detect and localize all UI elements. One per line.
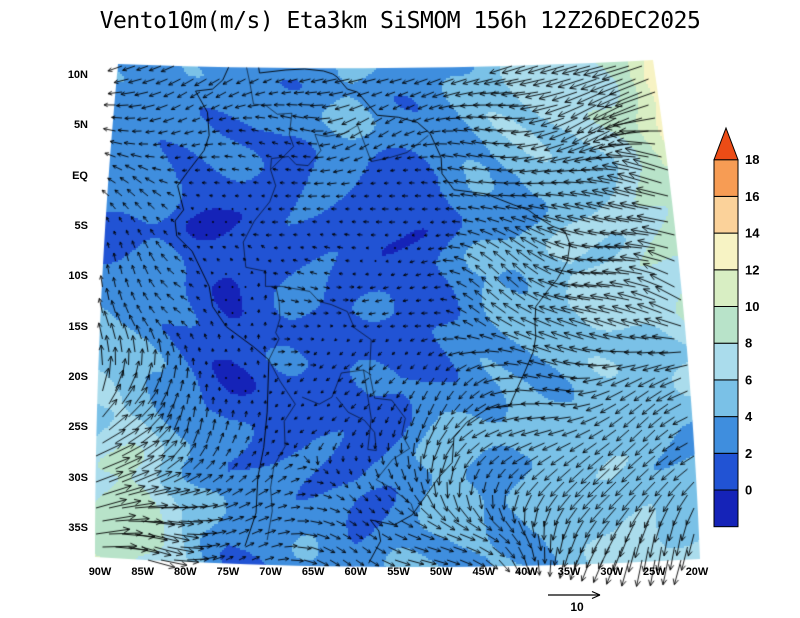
x-tick-label: 30W [600,566,624,578]
y-tick-label: 5S [74,220,88,232]
colorbar-tick-label: 0 [745,483,752,498]
x-tick-label: 25W [643,566,666,578]
x-tick-label: 75W [216,566,240,578]
colorbar: 0 2 4 6 8 10 12 14 16 18 [713,126,760,528]
colorbar-tick-label: 2 [745,446,752,461]
y-tick-label: 5N [73,119,88,132]
colorbar-segment [713,416,739,454]
x-tick-label: 60W [344,566,368,578]
colorbar-tick-label: 14 [745,226,760,241]
y-tick-label: 10N [67,69,88,81]
colorbar-tick-label: 4 [745,409,753,424]
colorbar-tick-label: 16 [745,189,759,204]
colorbar-segment [713,489,739,528]
x-tick-label: 20W [685,566,709,578]
x-tick-label: 55W [387,566,410,578]
x-tick-label: 90W [88,566,112,578]
x-tick-label: 65W [301,566,325,578]
x-tick-label: 40W [515,566,538,578]
colorbar-segment [713,159,739,197]
colorbar-extend-triangle [713,126,739,161]
colorbar-segment [713,195,739,234]
colorbar-segment [713,306,739,344]
colorbar-tick-label: 18 [745,152,759,167]
x-tick-label: 45W [472,566,496,578]
colorbar-segment [713,269,739,308]
y-tick-label: 35S [68,522,88,534]
colorbar-segment [713,232,739,271]
y-tick-label: 10S [68,270,88,283]
x-tick-label: 35W [557,566,581,578]
colorbar-segment [713,452,739,491]
colorbar-tick-label: 6 [745,372,752,387]
reference-vector-label: 10 [570,600,584,614]
y-tick-label: EQ [72,169,88,182]
y-tick-label: 30S [68,471,88,484]
y-tick-label: 15S [68,320,88,333]
y-tick-label: 20S [68,371,88,383]
x-tick-label: 85W [131,566,154,578]
chart-title: Vento10m(m/s) Eta3km SiSMOM 156h 12Z26DE… [99,8,701,34]
x-tick-label: 50W [429,566,453,578]
colorbar-segment [713,379,739,418]
colorbar-segment [713,342,739,381]
colorbar-tick-label: 8 [745,336,752,351]
y-tick-label: 25S [68,421,88,434]
colorbar-tick-label: 10 [745,299,759,314]
x-tick-label: 70W [259,566,282,578]
x-tick-label: 80W [173,566,197,578]
reference-vector-arrow [548,590,601,600]
colorbar-tick-label: 12 [745,262,759,277]
